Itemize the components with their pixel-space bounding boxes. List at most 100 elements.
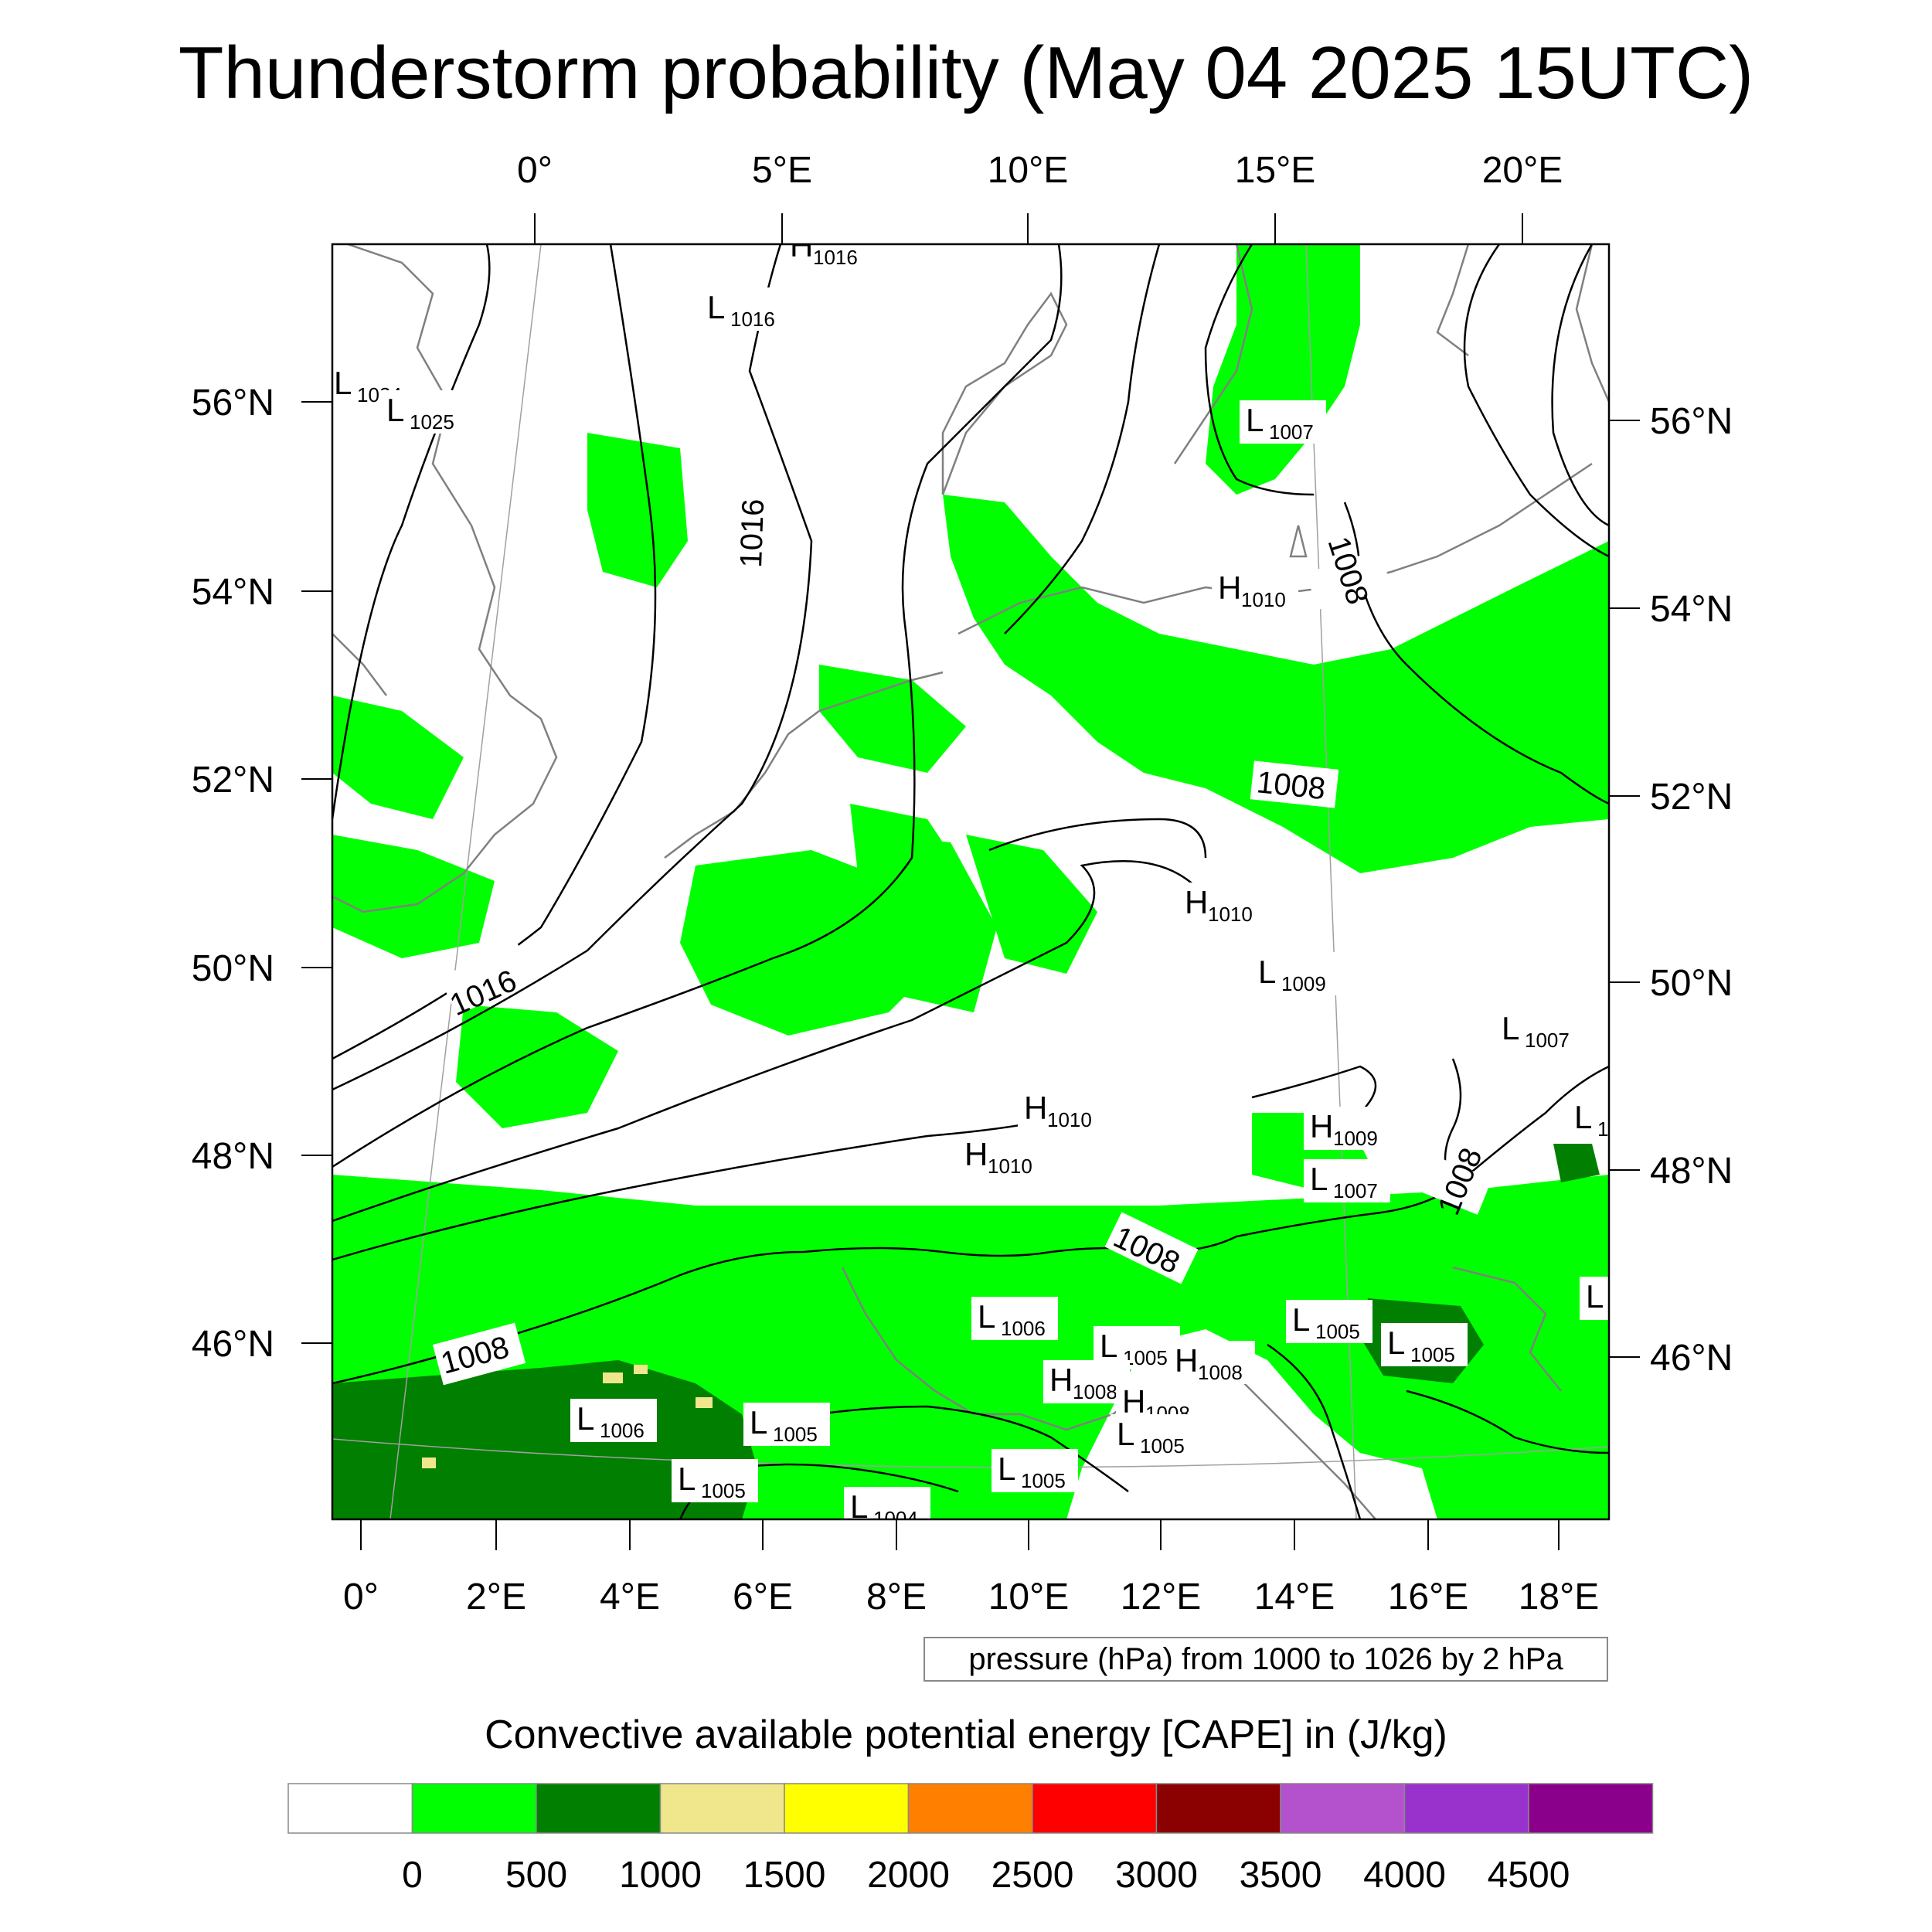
colorbar-swatch xyxy=(784,1783,910,1834)
map-content: 1016 1016 1008 1008 1008 1008 1008 H 1016… xyxy=(332,244,1609,1530)
pressure-center: L 1006 xyxy=(570,1399,657,1442)
center-letter: L xyxy=(1100,1328,1117,1364)
left-lat-label: 56°N xyxy=(192,383,274,423)
center-value: 1004 xyxy=(873,1507,918,1530)
cape-colorbar: 0 500 1000 1500 2000 2500 3000 3500 4000 4500 xyxy=(287,1783,1654,1896)
pressure-center: L 1009 xyxy=(1252,952,1338,995)
center-letter: H xyxy=(1185,884,1208,920)
colorbar-swatch xyxy=(411,1783,537,1834)
colorbar-label: 1500 xyxy=(743,1855,826,1896)
colorbar-label: 2000 xyxy=(867,1855,950,1896)
center-value: 1010 xyxy=(1241,588,1286,611)
bottom-longitude-axis: 0° 2°E 4°E 6°E 8°E 10°E 12°E 14°E 16°E 18°E xyxy=(343,1519,1599,1617)
bottom-lon-label: 10°E xyxy=(988,1577,1070,1617)
isobar-labels: 1016 1016 1008 1008 1008 1008 1008 xyxy=(432,495,1492,1386)
center-letter: L xyxy=(1310,1161,1328,1197)
pressure-center: L 1006 xyxy=(971,1297,1058,1340)
center-value: 1006 xyxy=(1001,1317,1046,1340)
center-letter: L xyxy=(978,1298,995,1335)
center-value: 1005 xyxy=(773,1423,818,1446)
bottom-lon-label: 18°E xyxy=(1519,1577,1600,1617)
bottom-lon-label: 8°E xyxy=(866,1577,927,1617)
center-value: 1010 xyxy=(988,1155,1032,1178)
pressure-center: H 1010 xyxy=(1212,568,1298,611)
colorbar-label: 4500 xyxy=(1488,1855,1570,1896)
pressure-center: L 1016 xyxy=(701,287,787,331)
center-value: 1 xyxy=(1597,1117,1608,1141)
colorbar-swatch xyxy=(907,1783,1033,1834)
center-letter: L xyxy=(707,289,725,325)
center-value: 1016 xyxy=(813,246,858,269)
center-letter: H xyxy=(1024,1090,1047,1126)
center-letter: L xyxy=(1586,1278,1604,1315)
center-value: 1005 xyxy=(1140,1434,1185,1458)
map-title: Thunderstorm probability (May 04 2025 15… xyxy=(178,32,1754,114)
pressure-center: H 1010 xyxy=(958,1134,1045,1178)
pressure-center: L 1007 xyxy=(1495,1009,1582,1052)
left-lat-label: 54°N xyxy=(192,572,274,613)
center-letter: L xyxy=(1387,1325,1405,1361)
pressure-center: L 1007 xyxy=(1240,400,1326,444)
top-longitude-axis: 0° 5°E 10°E 15°E 20°E xyxy=(517,150,1563,244)
pressure-center: L 1005 xyxy=(1381,1323,1468,1366)
colorbar-swatch xyxy=(1528,1783,1654,1834)
pressure-center: L 1025 xyxy=(380,390,467,434)
left-lat-label: 46°N xyxy=(192,1324,274,1365)
pressure-center: H 1008 xyxy=(1168,1341,1255,1384)
center-letter: L xyxy=(998,1451,1015,1487)
center-letter: L xyxy=(577,1400,594,1437)
bottom-lon-label: 14°E xyxy=(1254,1577,1335,1617)
right-lat-label: 46°N xyxy=(1650,1338,1733,1379)
right-latitude-axis: 56°N 54°N 52°N 50°N 48°N 46°N xyxy=(1609,401,1733,1379)
right-lat-label: 52°N xyxy=(1650,777,1733,818)
center-letter: H xyxy=(1310,1108,1333,1145)
coastlines xyxy=(332,244,1609,1519)
center-value: 1005 xyxy=(1123,1346,1168,1369)
pressure-center: L 1007 xyxy=(1304,1159,1390,1202)
right-lat-label: 56°N xyxy=(1650,401,1733,442)
top-lon-label: 15°E xyxy=(1235,150,1316,191)
center-value: 1009 xyxy=(1281,972,1326,995)
center-value: 1008 xyxy=(1198,1361,1243,1384)
center-value: 1007 xyxy=(1525,1029,1570,1052)
center-letter: H xyxy=(1218,570,1241,606)
right-lat-label: 54°N xyxy=(1650,589,1733,630)
bottom-lon-label: 0° xyxy=(343,1577,379,1617)
pressure-center: L 1004 xyxy=(844,1487,930,1530)
pressure-center: L 1005 xyxy=(743,1403,830,1446)
top-lon-label: 5°E xyxy=(752,150,812,191)
pressure-center: H 1010 xyxy=(1179,883,1265,926)
map-frame xyxy=(331,243,1611,1521)
isobar-label: 1016 xyxy=(734,498,770,568)
colorbar-swatch xyxy=(1403,1783,1529,1834)
center-value: 1005 xyxy=(1410,1343,1455,1366)
isobars xyxy=(332,244,1609,1519)
center-value: 1016 xyxy=(730,308,775,331)
center-value: 1010 xyxy=(1047,1108,1092,1131)
left-lat-label: 52°N xyxy=(192,760,274,801)
center-letter: L xyxy=(1246,402,1264,438)
left-lat-label: 48°N xyxy=(192,1136,274,1177)
top-lon-label: 0° xyxy=(517,150,553,191)
pressure-center: L xyxy=(1580,1277,1609,1320)
center-letter: L xyxy=(1258,954,1276,990)
pressure-center: L 1024 xyxy=(332,363,414,406)
colorbar-swatch xyxy=(1280,1783,1406,1834)
bottom-lon-label: 16°E xyxy=(1388,1577,1469,1617)
center-letter: H xyxy=(1175,1342,1198,1379)
colorbar-swatch xyxy=(1155,1783,1281,1834)
bottom-lon-label: 12°E xyxy=(1121,1577,1202,1617)
center-value: 1009 xyxy=(1333,1127,1378,1150)
colorbar-swatch xyxy=(659,1783,785,1834)
center-value: 1008 xyxy=(1073,1380,1117,1403)
top-lon-label: 20°E xyxy=(1482,150,1563,191)
pressure-center: H 1010 xyxy=(1018,1088,1104,1131)
center-value: 1005 xyxy=(1021,1469,1066,1492)
pressure-center: L 1005 xyxy=(992,1449,1078,1492)
center-letter: L xyxy=(1502,1010,1519,1046)
center-letter: L xyxy=(1292,1301,1310,1338)
colorbar-label: 4000 xyxy=(1363,1855,1446,1896)
